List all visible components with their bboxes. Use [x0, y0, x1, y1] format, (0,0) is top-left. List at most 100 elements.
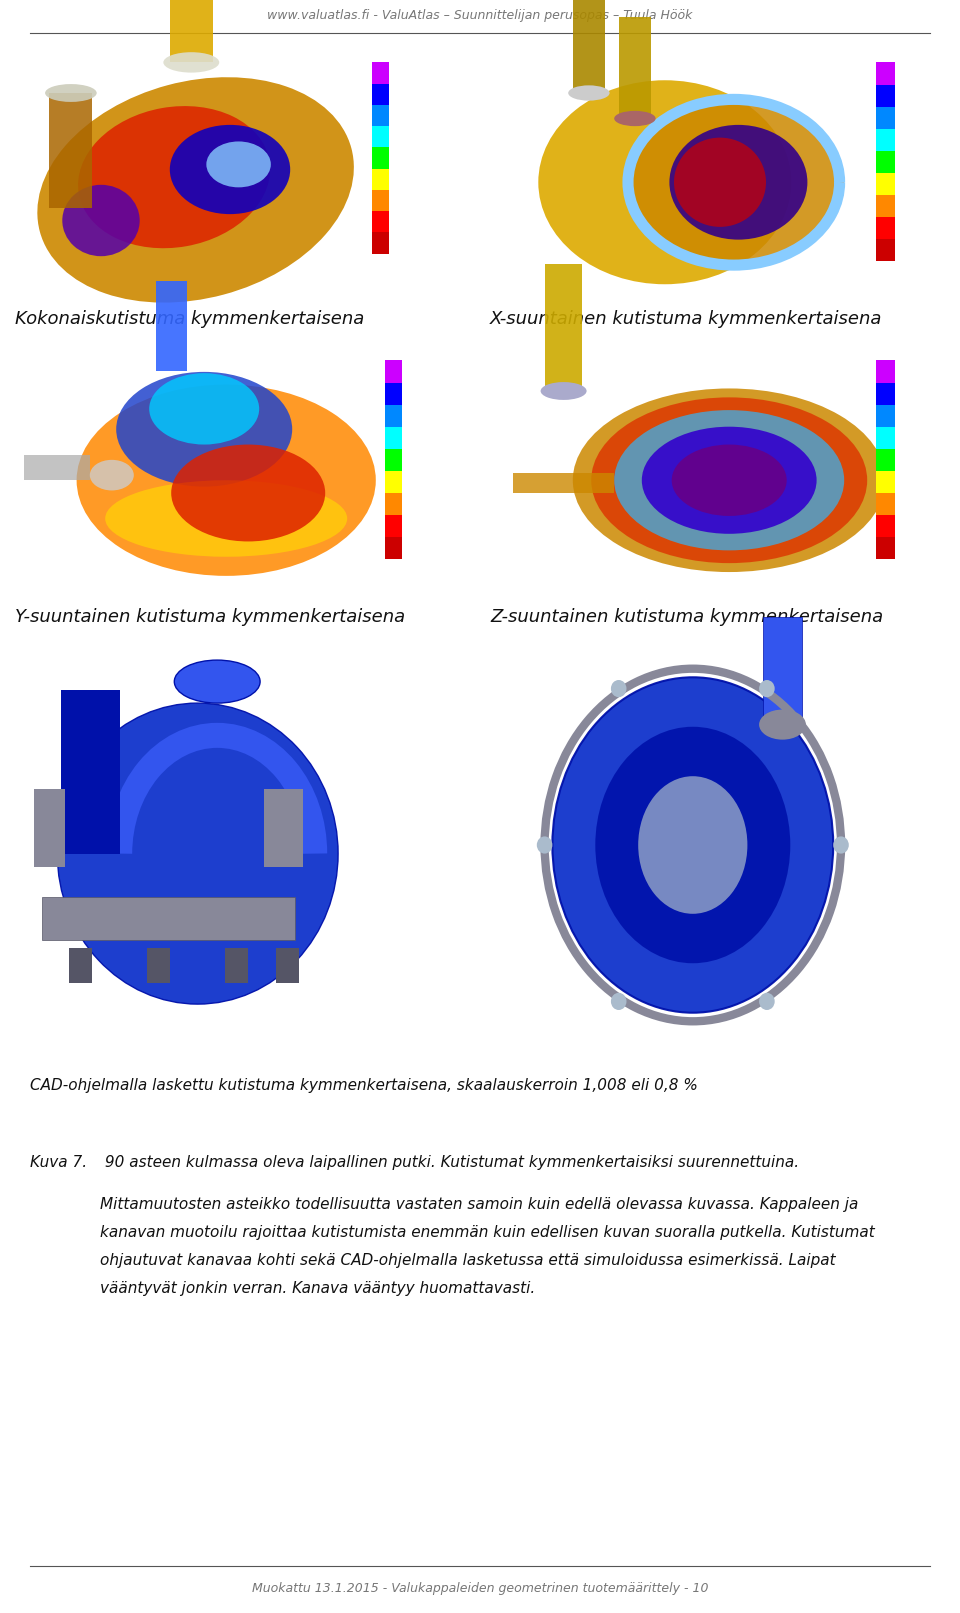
Bar [876, 150, 895, 173]
Text: Kuva 7.: Kuva 7. [30, 1155, 87, 1169]
Bar [490, 42, 950, 297]
Bar [876, 448, 895, 471]
Bar [372, 63, 389, 84]
Ellipse shape [540, 382, 587, 400]
Ellipse shape [171, 445, 325, 542]
Ellipse shape [674, 137, 766, 227]
Bar [876, 84, 895, 106]
Ellipse shape [669, 124, 807, 240]
Bar [385, 537, 402, 560]
Ellipse shape [611, 994, 627, 1010]
Bar [372, 211, 389, 232]
Bar [225, 948, 249, 982]
Ellipse shape [595, 727, 790, 963]
Bar [490, 340, 950, 595]
Text: Y-suuntainen kutistuma kymmenkertaisena: Y-suuntainen kutistuma kymmenkertaisena [15, 608, 405, 626]
Bar [15, 42, 445, 297]
Bar [385, 471, 402, 494]
Ellipse shape [614, 410, 844, 550]
Text: vääntyvät jonkin verran. Kanava vääntyy huomattavasti.: vääntyvät jonkin verran. Kanava vääntyy … [100, 1281, 536, 1295]
Bar [876, 360, 895, 382]
Text: ohjautuvat kanavaa kohti sekä CAD-ohjelmalla lasketussa että simuloidussa esimer: ohjautuvat kanavaa kohti sekä CAD-ohjelm… [100, 1253, 835, 1268]
Bar [385, 448, 402, 471]
Ellipse shape [568, 85, 610, 100]
Ellipse shape [45, 84, 97, 102]
Ellipse shape [623, 95, 844, 269]
Bar [876, 239, 895, 261]
Bar [372, 126, 389, 147]
Text: 90 asteen kulmassa oleva laipallinen putki. Kutistumat kymmenkertaisiksi suurenn: 90 asteen kulmassa oleva laipallinen put… [100, 1155, 799, 1169]
Bar [876, 195, 895, 218]
Bar [30, 631, 420, 1060]
Bar [41, 897, 296, 940]
Bar [876, 494, 895, 515]
Bar [385, 515, 402, 537]
Bar [385, 360, 402, 382]
Bar [170, 0, 213, 63]
Bar [876, 218, 895, 239]
Ellipse shape [206, 142, 271, 187]
Text: kanavan muotoilu rajoittaa kutistumista enemmän kuin edellisen kuvan suoralla pu: kanavan muotoilu rajoittaa kutistumista … [100, 1224, 875, 1240]
Ellipse shape [163, 52, 219, 73]
Bar [156, 281, 186, 371]
Ellipse shape [642, 427, 817, 534]
Ellipse shape [37, 77, 354, 303]
Ellipse shape [77, 384, 375, 576]
Bar [513, 473, 614, 494]
Ellipse shape [62, 185, 140, 256]
Bar [61, 690, 120, 853]
Ellipse shape [539, 81, 791, 284]
Bar [34, 789, 65, 866]
Ellipse shape [833, 837, 849, 853]
Text: Muokattu 13.1.2015 - Valukappaleiden geometrinen tuotemäärittely - 10: Muokattu 13.1.2015 - Valukappaleiden geo… [252, 1582, 708, 1595]
Bar [876, 63, 895, 84]
Ellipse shape [58, 703, 338, 1005]
Ellipse shape [149, 373, 259, 445]
Text: Z-suuntainen kutistuma kymmenkertaisena: Z-suuntainen kutistuma kymmenkertaisena [490, 608, 883, 626]
Bar [372, 84, 389, 105]
Bar [876, 173, 895, 195]
Ellipse shape [672, 445, 786, 516]
Text: Kokonaiskutistuma kymmenkertaisena: Kokonaiskutistuma kymmenkertaisena [15, 310, 364, 327]
Ellipse shape [552, 677, 833, 1013]
Bar [573, 0, 605, 94]
Bar [372, 147, 389, 169]
Ellipse shape [175, 660, 260, 703]
Bar [49, 94, 92, 208]
Bar [385, 382, 402, 405]
Ellipse shape [170, 124, 290, 215]
Bar [876, 382, 895, 405]
Ellipse shape [591, 397, 867, 563]
Ellipse shape [638, 776, 748, 915]
Bar [385, 405, 402, 427]
Bar [876, 129, 895, 150]
Ellipse shape [90, 460, 133, 490]
Bar [372, 232, 389, 253]
Text: www.valuatlas.fi - ValuAtlas – Suunnittelijan perusopas – Tuula Höök: www.valuatlas.fi - ValuAtlas – Suunnitte… [267, 10, 693, 23]
Bar [276, 948, 300, 982]
Bar [545, 263, 582, 390]
Bar [372, 190, 389, 211]
Ellipse shape [611, 681, 627, 697]
Bar [619, 16, 651, 118]
Bar [385, 494, 402, 515]
Bar [876, 405, 895, 427]
Ellipse shape [573, 389, 885, 573]
Bar [24, 455, 90, 481]
Bar [876, 427, 895, 448]
Ellipse shape [106, 481, 348, 556]
Bar [763, 618, 802, 724]
Bar [264, 789, 303, 866]
Ellipse shape [116, 373, 292, 487]
Ellipse shape [759, 681, 775, 697]
Bar [876, 515, 895, 537]
Text: X-suuntainen kutistuma kymmenkertaisena: X-suuntainen kutistuma kymmenkertaisena [490, 310, 882, 327]
Bar [69, 948, 92, 982]
Bar [372, 169, 389, 190]
Bar [15, 340, 455, 595]
Text: Mittamuutosten asteikko todellisuutta vastaten samoin kuin edellä olevassa kuvas: Mittamuutosten asteikko todellisuutta va… [100, 1197, 858, 1211]
Bar [876, 537, 895, 560]
Bar [876, 106, 895, 129]
Ellipse shape [759, 710, 805, 740]
Ellipse shape [759, 994, 775, 1010]
